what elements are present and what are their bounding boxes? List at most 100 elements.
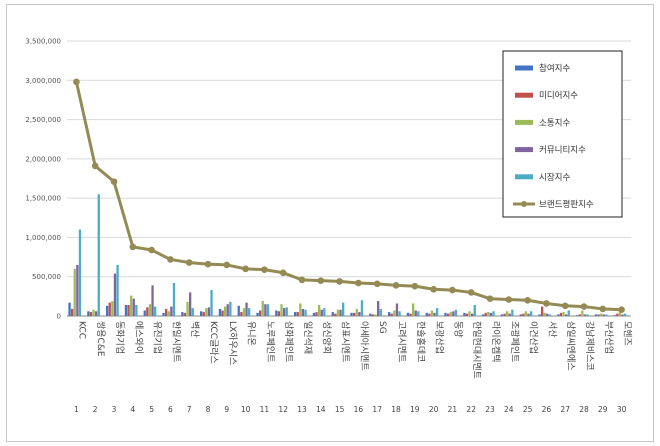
bar-4: [414, 310, 417, 316]
y-tick-label: 2,500,000: [25, 116, 61, 124]
brand-index-point: [91, 162, 99, 170]
category-label: 강남제비스코: [584, 321, 595, 371]
bar-4: [583, 314, 587, 316]
bar-2: [334, 313, 337, 316]
rank-label: 17: [372, 405, 382, 414]
bar-3: [242, 308, 246, 316]
rank-label: 26: [542, 405, 552, 414]
bar-2: [409, 313, 412, 316]
brand-index-point: [561, 302, 569, 310]
category-label: 한일시멘트: [170, 321, 181, 362]
category-label: 동양: [452, 321, 463, 338]
bar-4: [433, 312, 436, 316]
bar-5: [360, 300, 364, 316]
brand-index-point: [336, 278, 343, 285]
category-label: 삼일씨엔에스: [565, 321, 576, 371]
bar-2: [89, 312, 93, 316]
bar-1: [218, 308, 222, 316]
bar-3: [111, 301, 114, 316]
bar-1: [162, 312, 165, 316]
rank-label: 1: [74, 405, 79, 414]
bar-5: [473, 305, 476, 316]
bar-2: [503, 313, 506, 316]
category-label: SG: [377, 321, 387, 334]
rank-label: 4: [130, 405, 135, 414]
category-label: 부산산업: [603, 321, 614, 354]
brand-index-point: [486, 295, 494, 303]
bar-3: [412, 303, 415, 316]
bar-1: [275, 310, 278, 316]
bar-series: [68, 194, 627, 316]
bar-2: [221, 310, 224, 316]
legend-label: 시장지수: [539, 172, 570, 183]
brand-index-point: [392, 282, 400, 289]
bar-5: [266, 304, 270, 316]
bar-2: [390, 313, 393, 316]
rank-label: 14: [316, 405, 326, 414]
brand-index-line: [73, 78, 625, 314]
bar-1: [557, 314, 560, 316]
legend-swatch: [515, 147, 533, 153]
bar-3: [167, 311, 170, 316]
legend-swatch: [515, 174, 533, 180]
bar-2: [428, 313, 431, 316]
bar-5: [172, 283, 176, 316]
rank-label: 5: [149, 405, 154, 414]
brand-index-point: [618, 306, 625, 314]
y-tick-label: 3,000,000: [25, 77, 61, 85]
brand-index-point: [467, 289, 475, 296]
bar-1: [369, 313, 372, 316]
bar-2: [597, 314, 600, 316]
rank-label: 25: [523, 405, 533, 414]
bar-1: [312, 312, 316, 316]
legend-label: 커뮤니티지수: [539, 145, 586, 156]
bar-1: [350, 312, 353, 316]
bar-1: [87, 311, 90, 316]
bar-5: [417, 311, 420, 316]
bar-4: [358, 312, 361, 316]
category-label: 모헨즈: [622, 321, 634, 346]
y-tick-label: 500,000: [32, 273, 61, 281]
brand-index-point: [298, 276, 306, 284]
bar-3: [374, 314, 377, 316]
category-label: 보광산업: [434, 321, 446, 354]
brand-index-point: [204, 260, 212, 268]
bar-1: [538, 314, 541, 316]
bar-1: [444, 312, 447, 316]
bar-5: [97, 194, 100, 316]
bar-4: [226, 304, 229, 316]
brand-index-point: [261, 266, 268, 273]
bar-2: [522, 313, 525, 316]
rank-label: 24: [504, 405, 514, 414]
bar-4: [527, 313, 530, 316]
bar-2: [315, 312, 318, 316]
category-label: 삼화페인트: [283, 321, 294, 362]
bar-1: [143, 310, 146, 316]
bar-4: [395, 303, 399, 316]
bar-1: [406, 312, 410, 316]
rank-label: 16: [354, 405, 364, 414]
rank-label: 9: [224, 405, 229, 414]
brand-index-point: [223, 261, 231, 269]
brand-index-point: [279, 269, 287, 277]
category-label: 삼표시멘트: [340, 321, 351, 362]
legend-swatch: [515, 65, 533, 71]
rank-label: 18: [391, 405, 401, 414]
bar-1: [594, 314, 598, 316]
bar-3: [562, 312, 565, 316]
bar-3: [299, 303, 302, 316]
bar-5: [154, 306, 157, 316]
category-label: 유니온: [246, 321, 257, 346]
bar-3: [73, 268, 76, 316]
bar-4: [489, 312, 493, 316]
bar-2: [578, 314, 581, 316]
bar-3: [487, 312, 490, 316]
rank-label: 19: [410, 405, 420, 414]
bar-2: [259, 310, 262, 316]
brand-index-point: [430, 285, 437, 293]
bar-2: [108, 302, 111, 316]
y-tick-label: 1,500,000: [25, 195, 61, 203]
rank-label: 3: [112, 405, 117, 414]
bar-2: [616, 313, 619, 316]
bar-2: [371, 314, 375, 316]
